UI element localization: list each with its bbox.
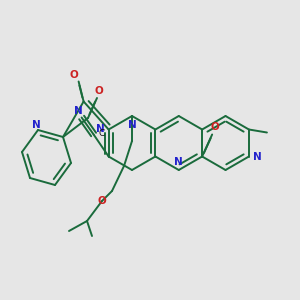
- Text: O: O: [69, 70, 78, 80]
- Text: O: O: [94, 86, 103, 96]
- Text: N: N: [128, 120, 136, 130]
- Text: N: N: [174, 157, 183, 167]
- Text: N: N: [32, 120, 40, 130]
- Text: O: O: [211, 122, 220, 133]
- Text: N: N: [96, 124, 105, 134]
- Text: C: C: [98, 129, 105, 138]
- Text: O: O: [98, 196, 106, 206]
- Text: N: N: [74, 106, 83, 116]
- Text: N: N: [253, 152, 261, 161]
